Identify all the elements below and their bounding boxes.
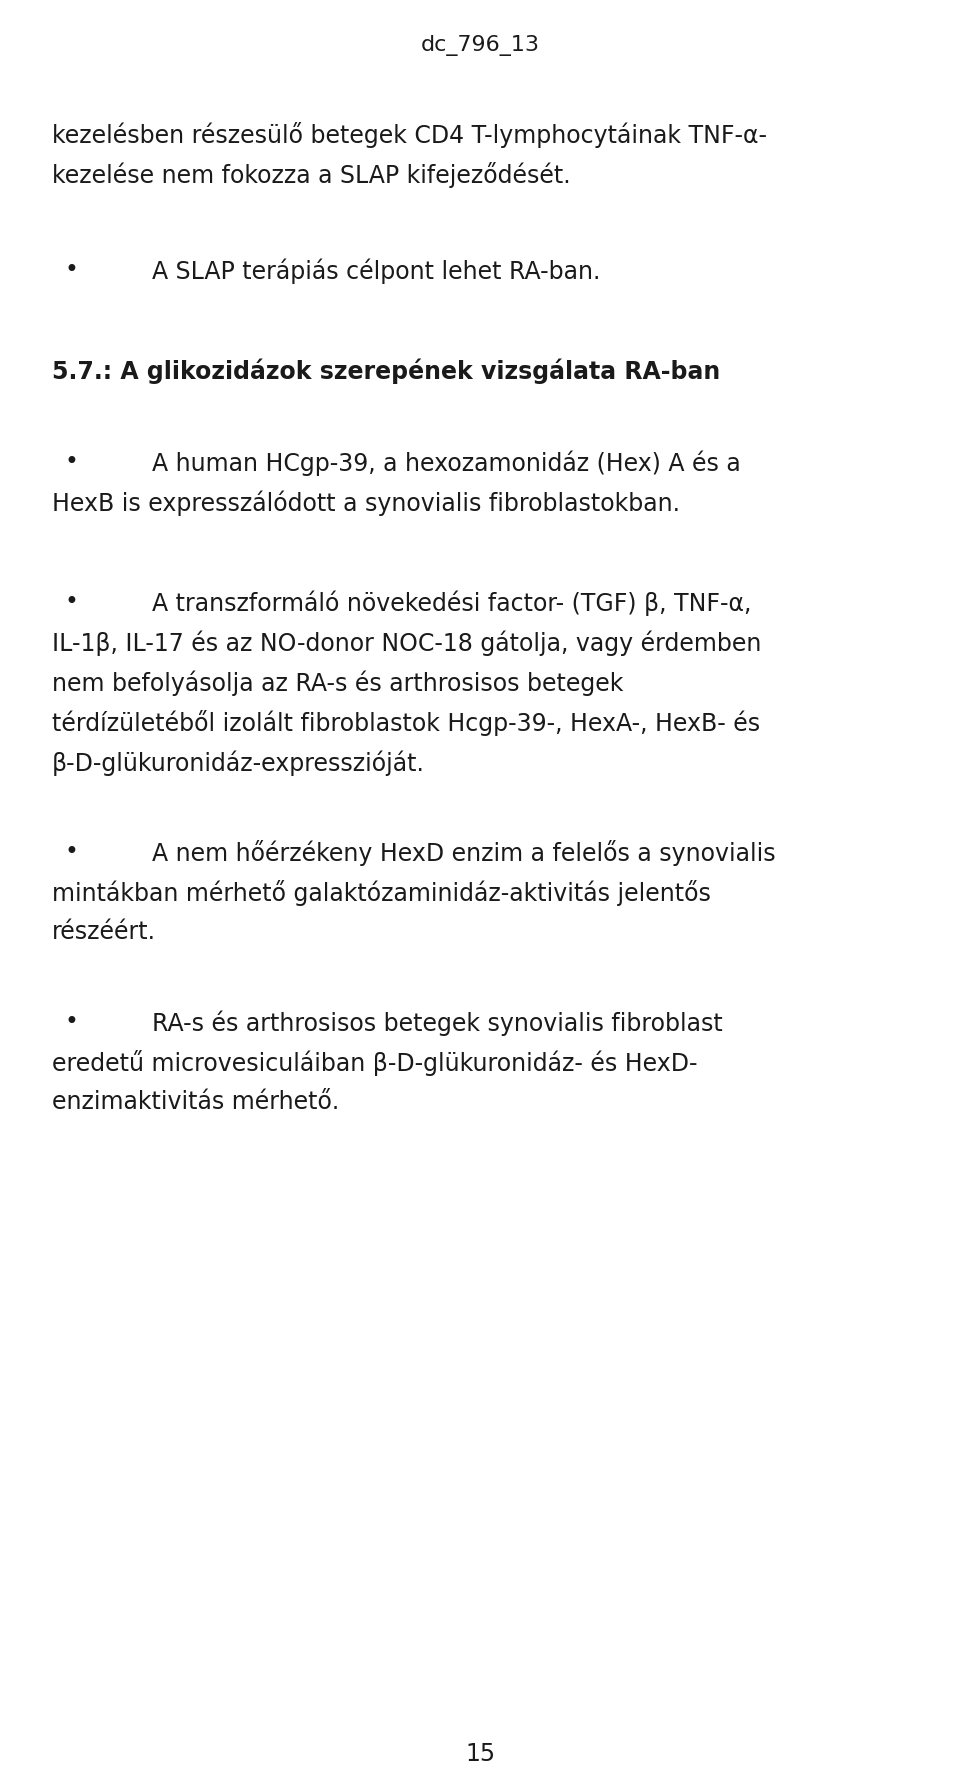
Text: HexB is expresszálódott a synovialis fibroblastokban.: HexB is expresszálódott a synovialis fib… (52, 490, 680, 515)
Text: IL-1β, IL-17 és az NO-donor NOC-18 gátolja, vagy érdemben: IL-1β, IL-17 és az NO-donor NOC-18 gátol… (52, 630, 761, 656)
Text: mintákban mérhető galaktózaminidáz-aktivitás jelentős: mintákban mérhető galaktózaminidáz-aktiv… (52, 879, 710, 906)
Text: •: • (64, 449, 78, 474)
Text: térdízületéből izolált fibroblastok Hcgp-39-, HexA-, HexB- és: térdízületéből izolált fibroblastok Hcgp… (52, 709, 760, 736)
Text: eredetű microvesiculáiban β-D-glükuronidáz- és HexD-: eredetű microvesiculáiban β-D-glükuronid… (52, 1051, 698, 1076)
Text: 5.7.: A glikozidázok szerepének vizsgálata RA-ban: 5.7.: A glikozidázok szerepének vizsgála… (52, 357, 720, 384)
Text: β-D-glükuronidáz-expresszióját.: β-D-glükuronidáz-expresszióját. (52, 750, 425, 775)
Text: A transzformáló növekedési factor- (TGF) β, TNF-α,: A transzformáló növekedési factor- (TGF)… (152, 591, 752, 616)
Text: enzimaktivitás mérhető.: enzimaktivitás mérhető. (52, 1090, 339, 1114)
Text: RA-s és arthrosisos betegek synovialis fibroblast: RA-s és arthrosisos betegek synovialis f… (152, 1010, 723, 1035)
Text: •: • (64, 840, 78, 863)
Text: 15: 15 (465, 1742, 495, 1765)
Text: A SLAP terápiás célpont lehet RA-ban.: A SLAP terápiás célpont lehet RA-ban. (152, 258, 600, 283)
Text: •: • (64, 1010, 78, 1035)
Text: dc_796_13: dc_796_13 (420, 35, 540, 57)
Text: A human HCgp-39, a hexozamonidáz (Hex) A és a: A human HCgp-39, a hexozamonidáz (Hex) A… (152, 449, 741, 476)
Text: részéért.: részéért. (52, 920, 156, 945)
Text: •: • (64, 258, 78, 281)
Text: A nem hőérzékeny HexD enzim a felelős a synovialis: A nem hőérzékeny HexD enzim a felelős a … (152, 840, 776, 867)
Text: •: • (64, 591, 78, 614)
Text: kezelésben részesülő betegek CD4 T-lymphocytáinak TNF-α-: kezelésben részesülő betegek CD4 T-lymph… (52, 122, 767, 149)
Text: kezelése nem fokozza a SLAP kifejeződését.: kezelése nem fokozza a SLAP kifejeződésé… (52, 163, 570, 188)
Text: nem befolyásolja az RA-s és arthrosisos betegek: nem befolyásolja az RA-s és arthrosisos … (52, 670, 623, 695)
